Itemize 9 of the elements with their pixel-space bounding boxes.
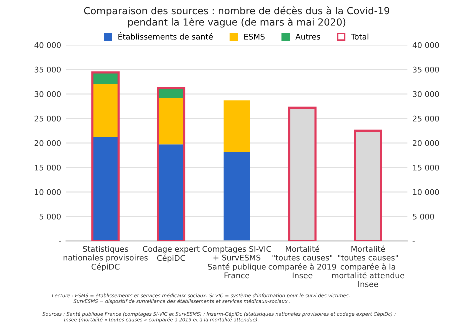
bar [92, 84, 119, 138]
bar [157, 87, 186, 242]
bar [158, 98, 184, 145]
bar [158, 144, 184, 242]
bar [224, 152, 250, 242]
bar [92, 137, 119, 242]
bar [92, 72, 120, 242]
chart-title: Comparaison des sources : nombre de décès dus à la Covid-19 pendant la 1ère vague (de mars à mai 2020) [84, 6, 390, 28]
bar [224, 100, 250, 152]
